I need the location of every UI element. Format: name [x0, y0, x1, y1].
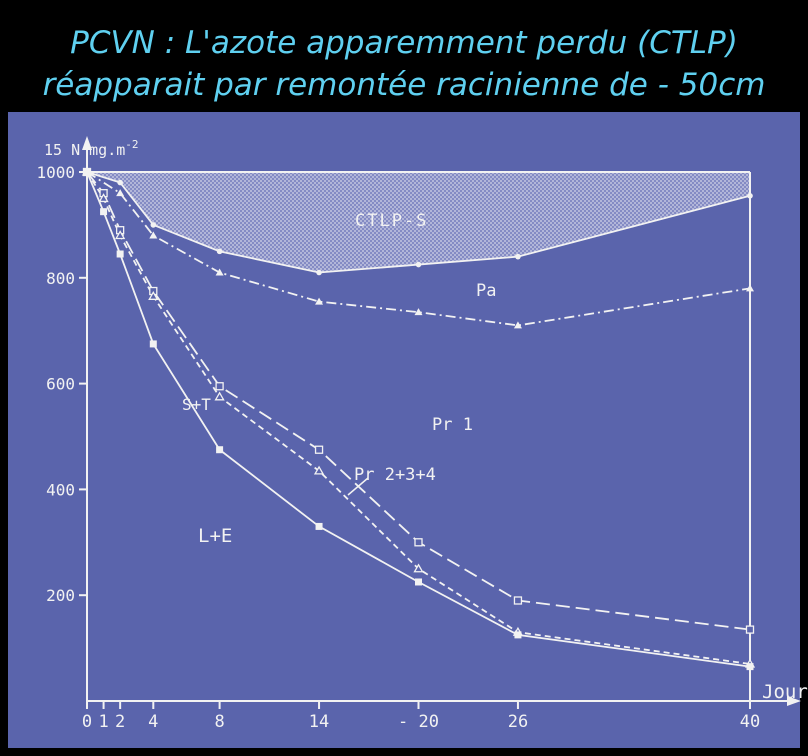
y-tick-label-200: 200: [46, 586, 75, 605]
marker-s0-2: [151, 222, 157, 228]
x-tick-label-20: - 20: [398, 712, 439, 732]
x-tick-label-4: 4: [148, 712, 158, 732]
y-axis-label-text: 15 N mg.m: [44, 141, 125, 159]
marker-s0-1: [117, 180, 123, 186]
y-axis-label-exponent: -2: [125, 138, 138, 151]
marker-s0-4: [316, 270, 322, 276]
marker-s4-7: [514, 631, 521, 638]
x-axis-label: Jours: [762, 681, 808, 703]
y-axis-label: 15 N mg.m-2: [44, 138, 139, 159]
marker-s0-3: [217, 249, 223, 255]
marker-s4-8: [747, 663, 754, 670]
marker-s4-0: [84, 169, 91, 176]
y-tick-label-600: 600: [46, 375, 75, 394]
annotation-le: L+E: [198, 525, 232, 547]
marker-s1-7: [746, 284, 754, 291]
annotation-pa: Pa: [476, 281, 496, 301]
x-tick-label-1: 1: [98, 712, 108, 732]
marker-s3-4: [216, 393, 224, 400]
x-tick-label-14: 14: [309, 712, 329, 732]
x-tick-label-26: 26: [508, 712, 528, 732]
marker-s4-2: [117, 250, 124, 257]
y-tick-label-800: 800: [46, 269, 75, 288]
marker-s2-5: [316, 446, 323, 453]
y-tick-label-1000: 1000: [36, 163, 75, 182]
marker-s0-5: [416, 262, 422, 268]
x-tick-label-2: 2: [115, 712, 125, 732]
marker-s0-7: [747, 193, 753, 199]
x-tick-label-0: 0: [82, 712, 92, 732]
marker-s2-4: [216, 383, 223, 390]
annotation-st: S+T: [182, 395, 211, 414]
marker-s1-3: [216, 269, 224, 276]
annotation-ctlp-s: CTLP-S: [355, 211, 428, 231]
marker-s0-6: [515, 254, 521, 260]
marker-s4-3: [150, 340, 157, 347]
marker-s2-8: [747, 626, 754, 633]
marker-s2-6: [415, 539, 422, 546]
annotation-pr234: Pr 2+3+4: [354, 465, 436, 485]
x-tick-label-8: 8: [214, 712, 224, 732]
marker-s1-1: [116, 189, 124, 196]
marker-s4-5: [316, 523, 323, 530]
marker-s4-6: [415, 578, 422, 585]
marker-s4-4: [216, 446, 223, 453]
x-tick-label-40: 40: [740, 712, 760, 732]
y-tick-label-400: 400: [46, 480, 75, 499]
marker-s4-1: [100, 208, 107, 215]
annotation-pr1: Pr 1: [432, 415, 473, 435]
marker-s2-7: [514, 597, 521, 604]
